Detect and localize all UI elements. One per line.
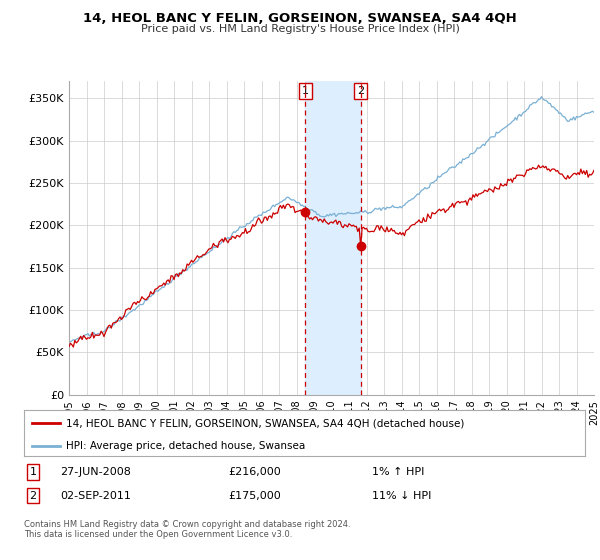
Text: 14, HEOL BANC Y FELIN, GORSEINON, SWANSEA, SA4 4QH: 14, HEOL BANC Y FELIN, GORSEINON, SWANSE… (83, 12, 517, 25)
Text: 11% ↓ HPI: 11% ↓ HPI (372, 491, 431, 501)
Bar (305, 81, 361, 395)
Text: 1: 1 (302, 86, 309, 96)
Text: HPI: Average price, detached house, Swansea: HPI: Average price, detached house, Swan… (66, 441, 305, 451)
Text: 2: 2 (29, 491, 37, 501)
Text: 02-SEP-2011: 02-SEP-2011 (60, 491, 131, 501)
Text: 2: 2 (357, 86, 364, 96)
Text: £216,000: £216,000 (228, 467, 281, 477)
Text: Contains HM Land Registry data © Crown copyright and database right 2024.
This d: Contains HM Land Registry data © Crown c… (24, 520, 350, 539)
Text: Price paid vs. HM Land Registry's House Price Index (HPI): Price paid vs. HM Land Registry's House … (140, 24, 460, 34)
Text: 27-JUN-2008: 27-JUN-2008 (60, 467, 131, 477)
Text: 1% ↑ HPI: 1% ↑ HPI (372, 467, 424, 477)
Text: £175,000: £175,000 (228, 491, 281, 501)
Text: 14, HEOL BANC Y FELIN, GORSEINON, SWANSEA, SA4 4QH (detached house): 14, HEOL BANC Y FELIN, GORSEINON, SWANSE… (66, 418, 464, 428)
Text: 1: 1 (29, 467, 37, 477)
